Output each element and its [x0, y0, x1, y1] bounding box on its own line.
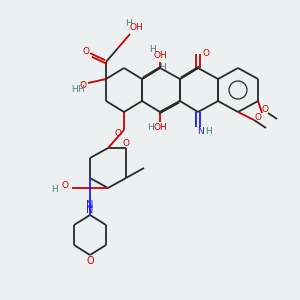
- Text: H: H: [76, 85, 83, 94]
- Text: H: H: [52, 185, 58, 194]
- Text: OH: OH: [153, 50, 167, 59]
- Text: H: H: [124, 19, 131, 28]
- Text: O: O: [115, 128, 122, 137]
- Text: OH: OH: [153, 124, 167, 133]
- Text: O: O: [82, 47, 89, 56]
- Text: N: N: [86, 205, 94, 215]
- Text: N: N: [86, 200, 94, 210]
- Text: H: H: [70, 85, 77, 94]
- Text: N: N: [196, 128, 203, 136]
- Text: O: O: [122, 140, 130, 148]
- Text: OH: OH: [129, 23, 143, 32]
- Text: H: H: [148, 46, 155, 55]
- Text: H: H: [160, 62, 167, 71]
- Text: O: O: [262, 104, 268, 113]
- Text: H: H: [147, 122, 153, 131]
- Text: O: O: [61, 181, 68, 190]
- Text: O: O: [80, 80, 86, 89]
- Text: O: O: [86, 256, 94, 266]
- Text: H: H: [206, 128, 212, 136]
- Text: O: O: [202, 50, 209, 58]
- Text: O: O: [254, 112, 262, 122]
